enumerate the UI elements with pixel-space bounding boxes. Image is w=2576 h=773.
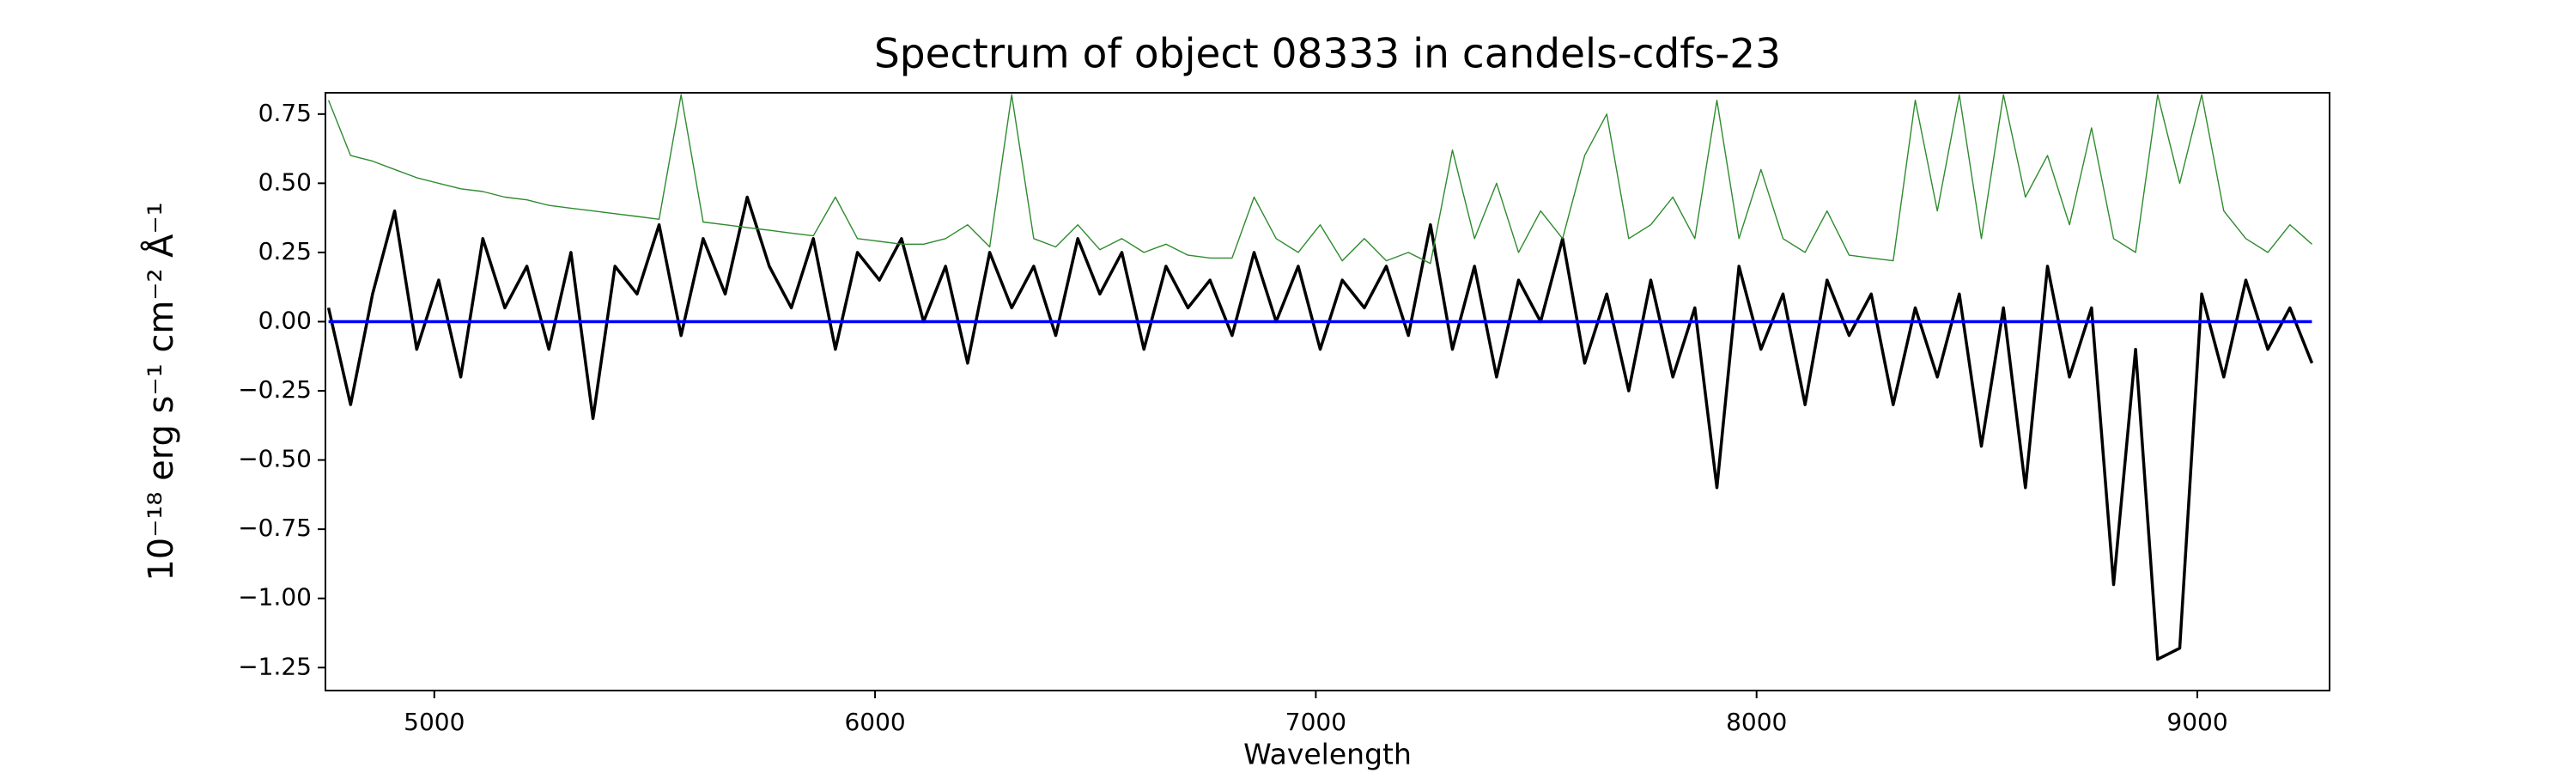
y-tick-label: −1.25 (238, 652, 312, 680)
x-axis-label: Wavelength (1243, 738, 1412, 771)
plot-area (326, 94, 2314, 661)
y-tick-label: 0.50 (258, 167, 312, 196)
y-tick-label: −0.75 (238, 514, 312, 542)
y-axis-label: 10⁻¹⁸ erg s⁻¹ cm⁻² Å⁻¹ (140, 202, 181, 581)
plot-frame (325, 92, 2330, 691)
y-tick-label: −1.00 (238, 583, 312, 612)
y-tick-label: 0.25 (258, 237, 312, 265)
spectrum-line (326, 195, 2314, 661)
spectrum-line (327, 94, 2312, 265)
chart-title: Spectrum of object 08333 in candels-cdfs… (874, 31, 1781, 78)
x-tick-label: 5000 (404, 708, 465, 736)
y-tick-label: −0.50 (238, 445, 312, 473)
y-tick-label: 0.75 (258, 99, 312, 127)
y-tick-label: 0.00 (258, 306, 312, 334)
x-tick-label: 8000 (1726, 708, 1787, 736)
x-tick-label: 9000 (2166, 708, 2227, 736)
x-tick-label: 6000 (844, 708, 905, 736)
x-tick-label: 7000 (1285, 708, 1346, 736)
y-tick-label: −0.25 (238, 375, 312, 404)
